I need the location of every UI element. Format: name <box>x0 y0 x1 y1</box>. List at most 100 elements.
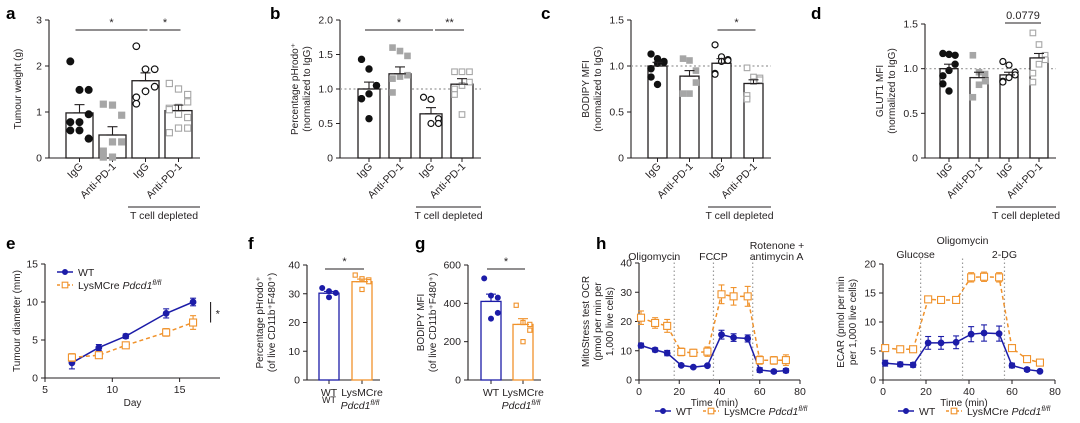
data-point <box>165 79 173 88</box>
category-label: IgG <box>643 161 663 181</box>
data-point <box>1029 29 1037 37</box>
panel-letter-b: b <box>270 4 280 23</box>
y-tick-label: 0.5 <box>609 107 624 119</box>
significance-label: * <box>504 256 509 268</box>
data-point <box>995 273 1004 282</box>
bar <box>388 73 412 159</box>
data-point <box>782 367 790 375</box>
data-point <box>717 290 726 299</box>
chart-panel-b: 0 0.5 1.0 1.5 2.0 Percentage pHrodo⁺ (normaliz… <box>290 15 483 223</box>
legend-label: WT <box>676 406 693 418</box>
data-point <box>419 93 428 101</box>
chart-panel-h2: 0 20 40 60 80 Time (min) 0 5 10 15 20 ECAR (pmol pe… <box>836 235 1061 418</box>
y-axis-label: 1,000 live cells) <box>605 287 616 356</box>
legend-marker <box>950 407 958 415</box>
data-point <box>66 57 75 66</box>
y-axis-label: (pmol per min per <box>593 282 604 361</box>
y-tick-label: 2.0 <box>318 15 333 27</box>
y-tick-label: 1.5 <box>318 49 333 61</box>
data-point <box>184 124 192 132</box>
y-tick-label: 0.5 <box>318 118 333 130</box>
y-tick-label: 1 <box>36 107 42 119</box>
injection-label: Oligomycin <box>628 251 680 263</box>
y-axis-label: per 1,000 live cells) <box>848 279 859 365</box>
data-point <box>141 65 150 74</box>
data-point <box>663 321 672 330</box>
data-point <box>945 87 953 95</box>
data-point <box>1005 61 1013 69</box>
panel-letter-f: f <box>248 234 254 253</box>
data-point <box>924 295 933 304</box>
legend-marker <box>903 407 910 414</box>
data-point <box>357 94 366 103</box>
y-axis-label: MitoStress test OCR <box>581 276 592 367</box>
x-tick-label: 40 <box>963 386 975 398</box>
data-point <box>67 353 76 362</box>
data-point <box>937 339 945 347</box>
data-point <box>325 294 332 301</box>
group-label: T cell depleted <box>414 210 482 222</box>
y-tick-label: 20 <box>864 259 876 271</box>
legend-label-sup: fl/fl <box>1041 406 1050 413</box>
significance-label: * <box>163 17 168 29</box>
data-point <box>967 273 976 282</box>
data-point <box>679 90 687 97</box>
bar <box>318 292 340 381</box>
data-point <box>980 329 988 337</box>
y-tick-label: 30 <box>288 288 300 300</box>
legend-marker <box>61 281 69 289</box>
significance-label: * <box>342 256 347 268</box>
chart-panel-d: 0 0.5 1.0 1.5 GLUT1 MFI (normalized to IgG) Ig… <box>875 10 1060 222</box>
y-axis-label: (of live CD11b⁺F480⁺) <box>267 273 278 372</box>
data-point <box>1022 355 1032 364</box>
data-point <box>995 330 1003 338</box>
significance-label: ** <box>445 17 454 29</box>
data-point <box>981 77 989 85</box>
y-tick-label: 0 <box>32 373 38 385</box>
data-point <box>319 284 326 291</box>
data-point <box>647 65 655 73</box>
y-axis-label: (normalized to IgG) <box>593 46 604 132</box>
data-point <box>365 114 373 123</box>
category-label: IgG <box>131 161 151 181</box>
category-label: Anti-PD-1 <box>78 161 119 202</box>
data-point <box>404 52 411 60</box>
data-point <box>743 64 751 72</box>
data-point <box>967 330 975 338</box>
data-point <box>936 295 946 305</box>
data-point <box>1029 69 1037 77</box>
data-point <box>451 91 458 98</box>
chart-panel-g: 0 200 400 600 BODIPY MFI (of live CD11b⁺F480⁺… <box>416 256 544 412</box>
data-point <box>75 85 84 94</box>
x-tick-label: 5 <box>42 384 48 396</box>
y-tick-label: 600 <box>443 260 461 272</box>
data-point <box>711 41 719 49</box>
y-tick-label: 0 <box>626 375 632 387</box>
y-tick-label: 10 <box>26 297 38 309</box>
data-point <box>981 70 989 78</box>
data-point <box>365 65 373 73</box>
category-label: IgG <box>995 161 1015 181</box>
category-label-sup: fl/fl <box>370 400 379 407</box>
y-tick-label: 40 <box>288 260 300 272</box>
x-axis-label: Time (min) <box>940 398 987 409</box>
category-label: WT <box>321 387 338 399</box>
data-point <box>979 272 989 281</box>
x-tick-label: 60 <box>754 386 766 398</box>
x-tick-label: 80 <box>794 386 806 398</box>
series-line-ko_orange <box>640 293 786 362</box>
data-point <box>481 275 488 282</box>
panel-letter-d: d <box>811 4 821 23</box>
data-point <box>118 111 126 119</box>
data-point <box>939 80 947 88</box>
y-tick-label: 2 <box>36 61 42 73</box>
data-point <box>755 356 764 365</box>
data-point <box>730 334 737 341</box>
data-point <box>1035 41 1043 48</box>
significance-label: * <box>216 308 221 320</box>
x-tick-label: 15 <box>174 384 186 396</box>
data-point <box>909 345 918 354</box>
y-axis-label: (of live CD11b⁺F480⁺) <box>428 273 439 372</box>
data-point <box>718 331 725 339</box>
